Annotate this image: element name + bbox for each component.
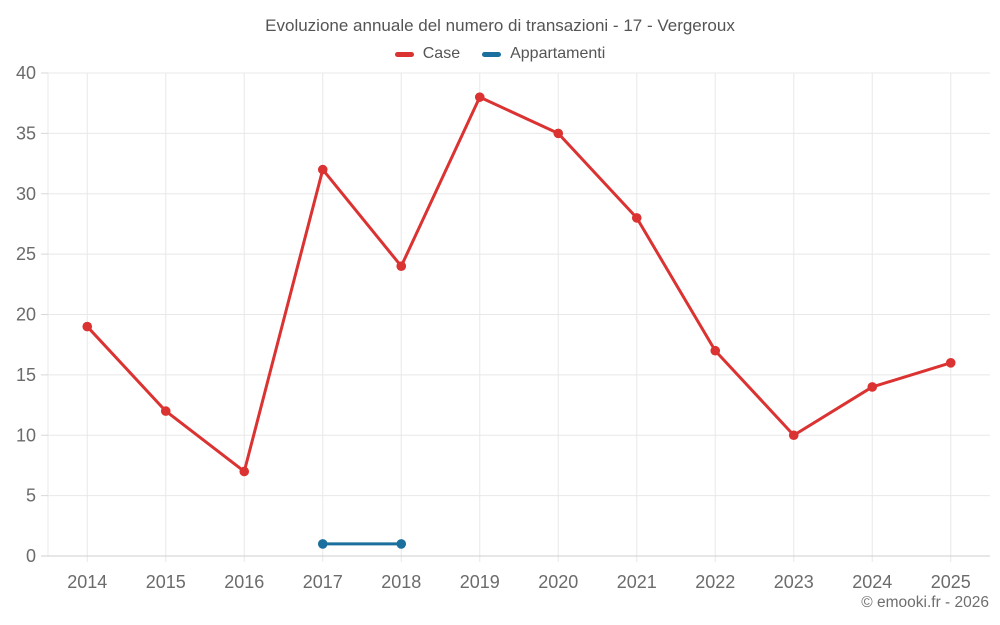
svg-text:2018: 2018 [381, 572, 421, 592]
svg-text:15: 15 [16, 365, 36, 385]
legend-swatch-case-icon [394, 51, 414, 57]
svg-text:2024: 2024 [852, 572, 892, 592]
svg-text:2021: 2021 [617, 572, 657, 592]
svg-text:2016: 2016 [224, 572, 264, 592]
svg-text:2020: 2020 [538, 572, 578, 592]
svg-text:10: 10 [16, 425, 36, 445]
svg-text:2023: 2023 [774, 572, 814, 592]
legend-item-case[interactable]: Case [394, 45, 461, 63]
svg-text:0: 0 [26, 546, 36, 566]
svg-text:2025: 2025 [931, 572, 971, 592]
svg-text:35: 35 [16, 123, 36, 143]
svg-text:2022: 2022 [695, 572, 735, 592]
svg-text:25: 25 [16, 244, 36, 264]
svg-text:5: 5 [26, 486, 36, 506]
svg-text:40: 40 [16, 63, 36, 83]
legend: Case Appartamenti [0, 45, 1000, 63]
copyright-footer: © emooki.fr - 2026 [861, 594, 989, 611]
svg-text:20: 20 [16, 305, 36, 325]
svg-text:2015: 2015 [146, 572, 186, 592]
legend-label-appartamenti: Appartamenti [510, 45, 606, 62]
legend-swatch-appartamenti-icon [482, 51, 502, 57]
legend-label-case: Case [422, 45, 461, 62]
svg-text:2019: 2019 [460, 572, 500, 592]
svg-text:2014: 2014 [67, 572, 107, 592]
svg-text:2017: 2017 [303, 572, 343, 592]
svg-text:30: 30 [16, 184, 36, 204]
chart-title: Evoluzione annuale del numero di transaz… [265, 16, 735, 35]
legend-item-appartamenti[interactable]: Appartamenti [482, 45, 605, 63]
